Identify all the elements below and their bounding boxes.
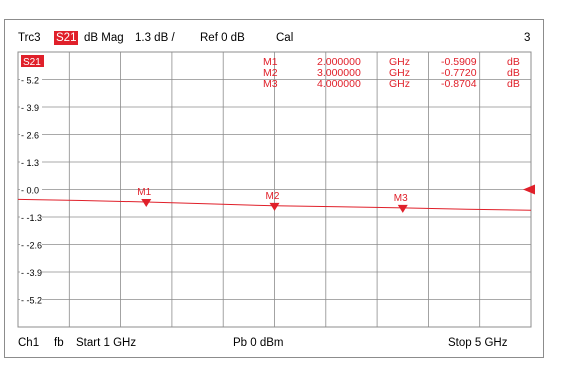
y-tick-label: - 3.9 — [21, 103, 39, 113]
y-tick-label-bg — [20, 183, 42, 196]
marker-label: M2 — [266, 191, 280, 202]
fb-label: fb — [54, 337, 64, 349]
y-tick-label-bg — [20, 266, 42, 278]
y-tick-label-bg — [20, 128, 42, 141]
y-tick-label: - -3.9 — [21, 268, 42, 278]
marker-readout-frequency: 3.000000 — [317, 67, 361, 79]
marker-readout-name: M2 — [263, 67, 278, 79]
trace-name: Trc3 — [18, 32, 41, 44]
y-tick-label: - -1.3 — [21, 213, 42, 223]
y-tick-label: - -2.6 — [21, 241, 42, 251]
trace-scale: 1.3 dB / — [135, 32, 175, 44]
y-tick-label: - 2.6 — [21, 131, 39, 141]
trace-ref: Ref 0 dB — [200, 32, 245, 44]
y-tick-label: - 1.3 — [21, 158, 39, 168]
marker-readout-frequency: 2.000000 — [317, 56, 361, 68]
y-tick-label: - 0.0 — [21, 186, 39, 196]
analyzer-display-frame — [4, 19, 544, 358]
trace-label-text: S21 — [23, 57, 41, 68]
y-tick-label-bg — [20, 101, 42, 113]
channel-label: Ch1 — [18, 337, 40, 349]
marker-readout-value: -0.7720 — [441, 67, 477, 79]
marker-label: M3 — [394, 193, 408, 204]
marker-readout-name: M3 — [263, 78, 278, 90]
trace-label-badge — [21, 55, 44, 67]
trace-index: 3 — [524, 32, 531, 44]
marker-label: M1 — [137, 187, 151, 198]
y-tick-label-bg — [20, 211, 42, 223]
marker-readout-value: -0.5909 — [441, 56, 477, 68]
y-tick-label-bg — [20, 293, 42, 306]
stop-frequency: Stop 5 GHz — [448, 337, 508, 349]
marker-readout-value-unit: dB — [507, 67, 520, 79]
reference-level-arrow — [523, 184, 535, 195]
cal-status: Cal — [276, 32, 294, 44]
marker-readout-unit: GHz — [389, 56, 410, 68]
source-power: Pb 0 dBm — [233, 337, 284, 349]
marker-triangle — [397, 204, 408, 213]
marker-readout-unit: GHz — [389, 78, 410, 90]
start-frequency: Start 1 GHz — [76, 337, 137, 349]
marker-triangle — [141, 198, 152, 207]
channel-footer: Ch1 fb Start 1 GHz Pb 0 dBm Stop 5 GHz — [18, 336, 538, 350]
marker-readout-value-unit: dB — [507, 56, 520, 68]
y-tick-label-bg — [20, 238, 42, 251]
marker-readout-value: -0.8704 — [441, 78, 477, 90]
trace-parameter-badge[interactable]: S21 — [54, 31, 79, 45]
y-tick-label-bg — [20, 73, 42, 86]
y-tick-label-bg — [20, 156, 42, 168]
marker-readout-frequency: 4.000000 — [317, 78, 361, 90]
marker-readout-name: M1 — [263, 56, 278, 68]
y-tick-label: - -5.2 — [21, 296, 42, 306]
trace-format: dB Mag — [84, 32, 124, 44]
marker-readout-value-unit: dB — [507, 78, 520, 90]
marker-triangle — [269, 202, 280, 211]
marker-readout-unit: GHz — [389, 67, 410, 79]
trace-header: Trc3 S21 dB Mag 1.3 dB / Ref 0 dB Cal 3 — [18, 31, 538, 47]
y-tick-label: - 5.2 — [21, 76, 39, 86]
